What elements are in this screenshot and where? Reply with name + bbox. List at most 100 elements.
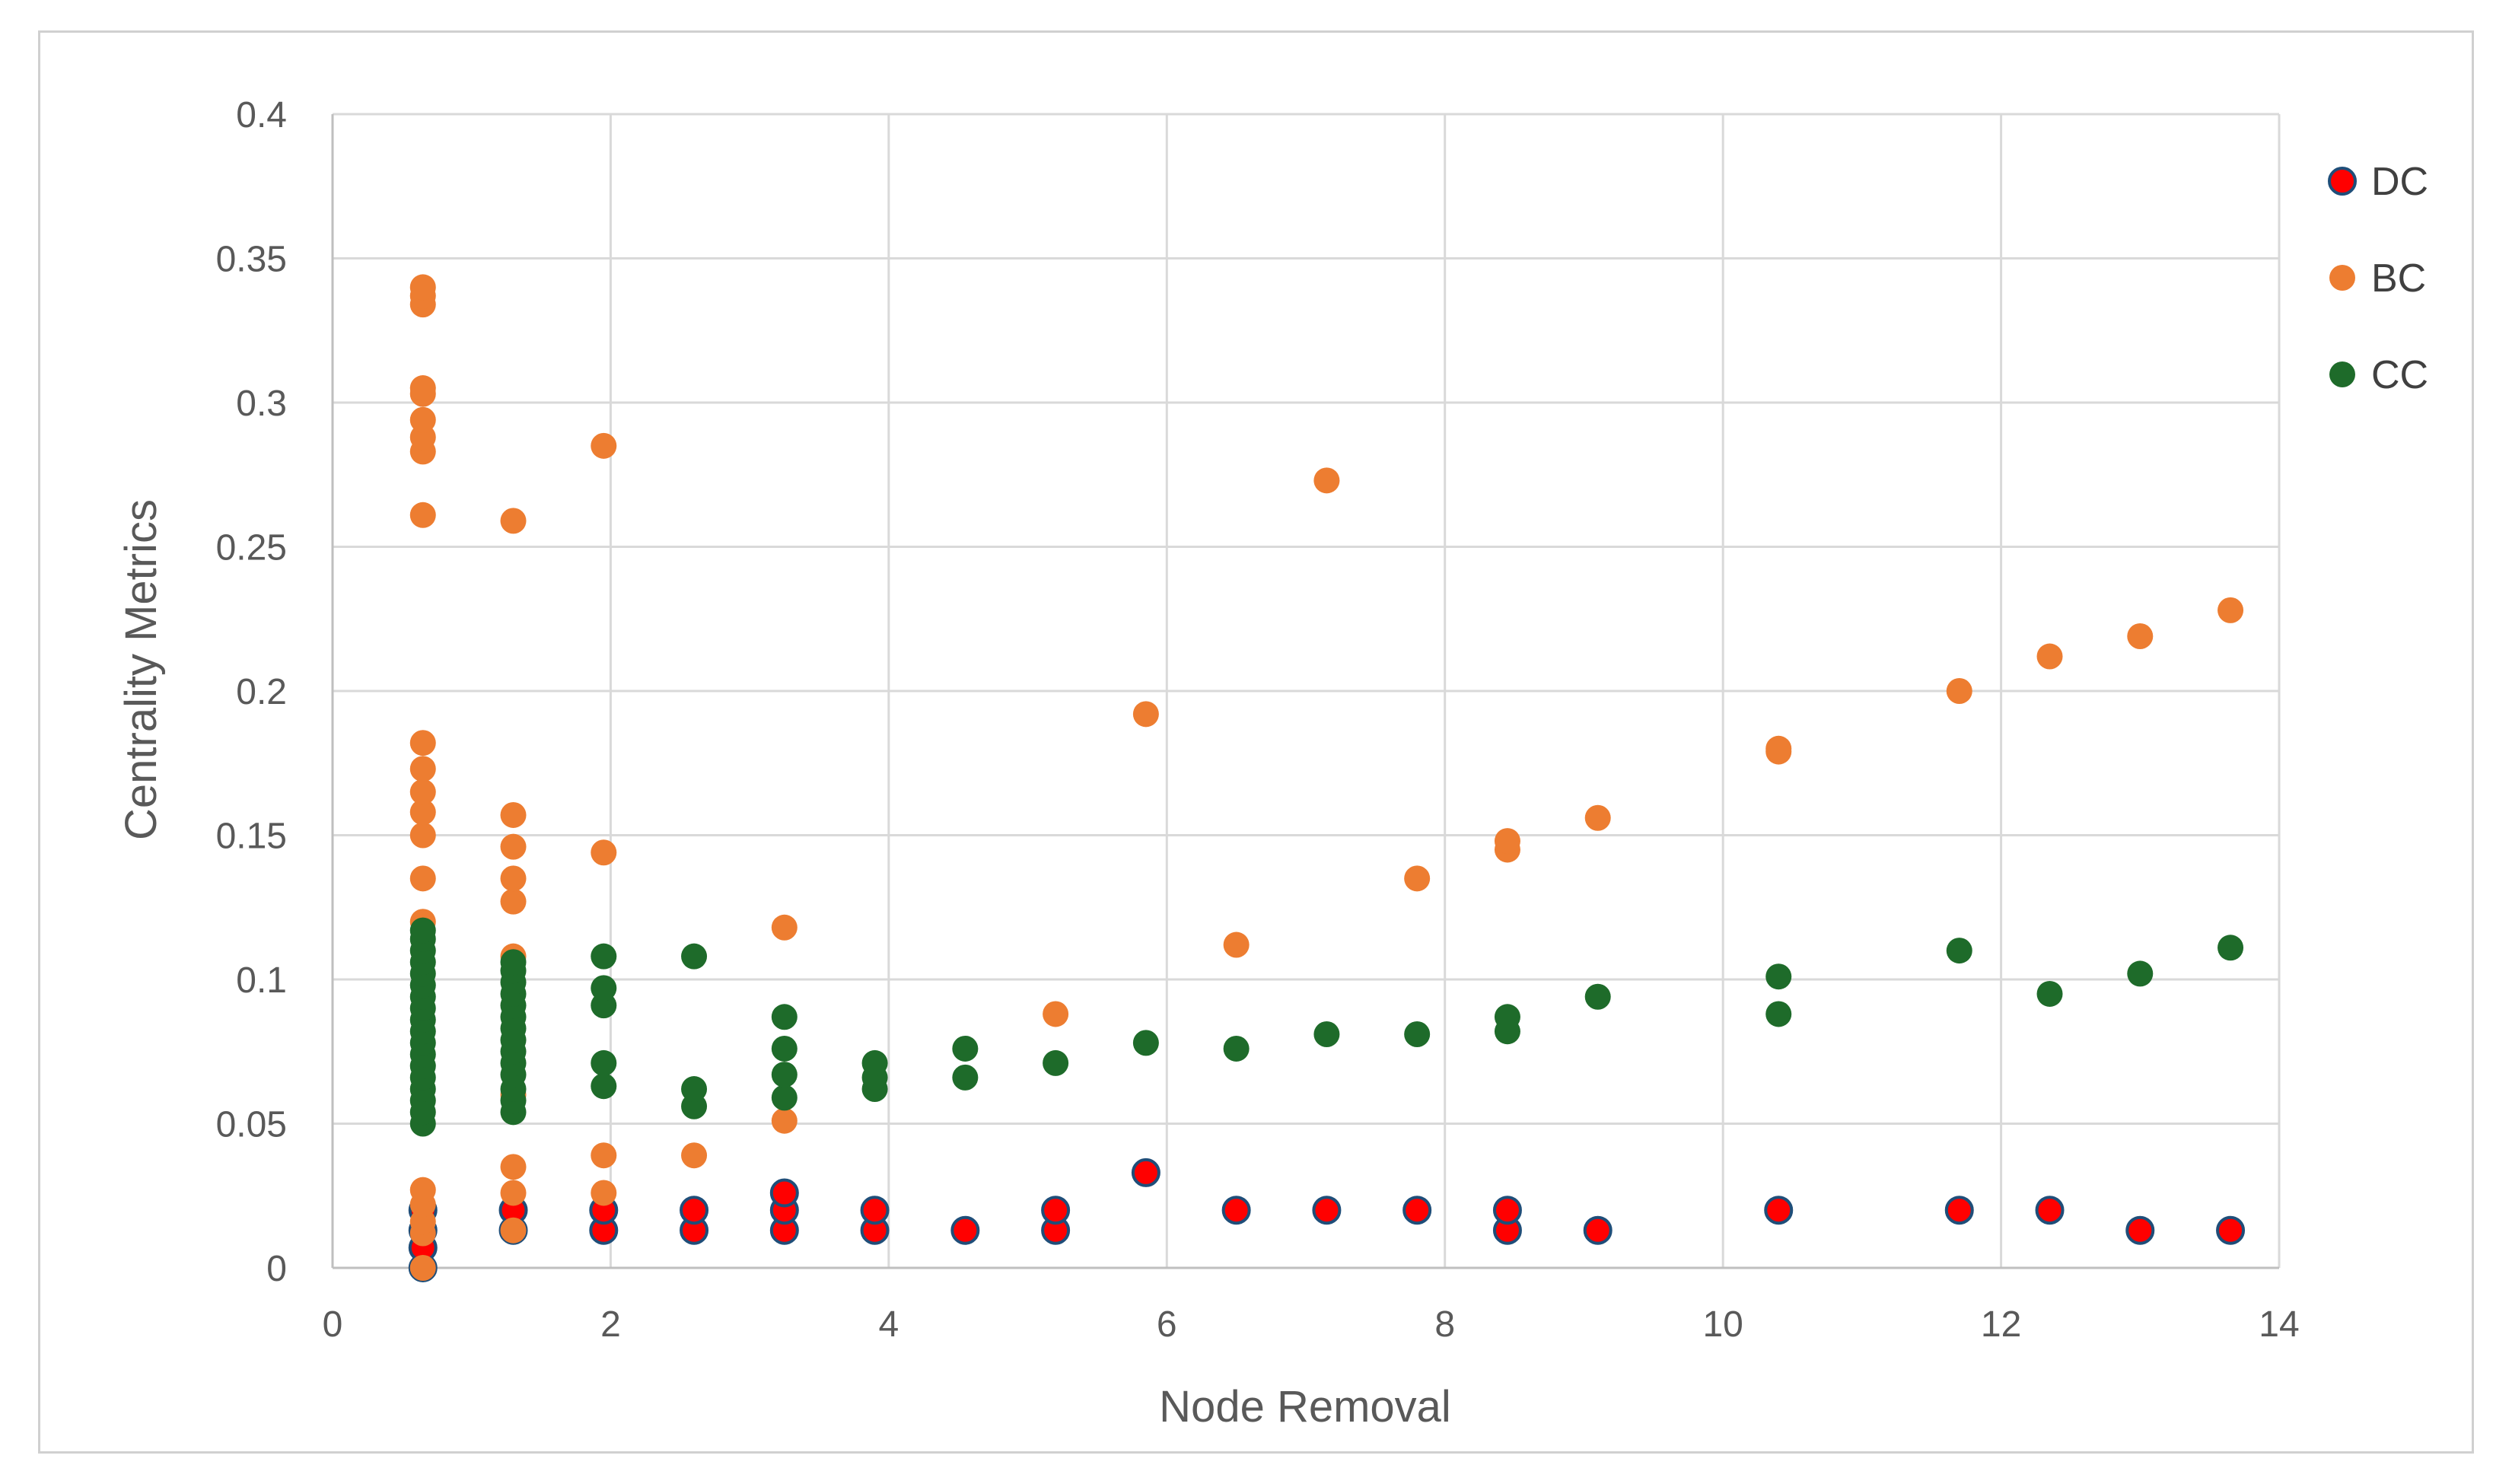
y-tick-label: 0.25 <box>216 528 287 568</box>
data-point-cc <box>591 943 617 970</box>
data-point-dc <box>680 1196 709 1225</box>
y-tick-label: 0.2 <box>236 672 287 712</box>
data-point-cc <box>952 1064 979 1091</box>
data-point-bc <box>1043 1001 1069 1027</box>
x-tick-label: 4 <box>879 1304 899 1345</box>
data-point-cc <box>1223 1035 1250 1062</box>
y-tick-label: 0 <box>266 1249 287 1289</box>
data-point-bc <box>409 274 436 301</box>
data-point-bc <box>500 888 527 915</box>
data-point-cc <box>1132 1030 1159 1056</box>
data-point-bc <box>1132 701 1159 728</box>
data-point-bc <box>500 833 527 860</box>
data-point-bc <box>500 1217 527 1244</box>
data-point-cc <box>952 1035 979 1062</box>
data-point-dc <box>1131 1158 1160 1187</box>
data-point-dc <box>860 1196 890 1225</box>
data-point-bc <box>591 1180 617 1206</box>
legend-label-cc: CC <box>2371 353 2428 397</box>
data-point-dc <box>1944 1196 1974 1225</box>
legend-marker-dc <box>2328 167 2357 196</box>
data-point-bc <box>771 914 798 941</box>
data-point-bc <box>1765 735 1792 762</box>
data-point-bc <box>1313 467 1340 494</box>
data-point-cc <box>1043 1049 1069 1076</box>
data-point-bc <box>2127 623 2154 649</box>
data-point-cc <box>1313 1021 1340 1048</box>
data-point-cc <box>2036 980 2063 1007</box>
data-point-cc <box>681 943 708 970</box>
x-tick-label: 0 <box>323 1304 343 1345</box>
x-tick-label: 2 <box>600 1304 621 1345</box>
y-axis-title: Centrality Metrics <box>116 499 166 840</box>
data-point-cc <box>771 1084 798 1111</box>
data-point-dc <box>1583 1215 1613 1245</box>
data-point-cc <box>500 949 527 976</box>
legend-marker-cc <box>2329 361 2355 387</box>
data-point-cc <box>1584 983 1611 1010</box>
data-point-cc <box>861 1049 888 1076</box>
axes <box>331 114 2279 1269</box>
data-point-bc <box>409 1177 436 1203</box>
y-tick-label: 0.3 <box>236 384 287 424</box>
data-point-bc <box>409 865 436 892</box>
data-point-dc <box>1764 1196 1794 1225</box>
data-point-bc <box>500 1180 527 1206</box>
legend-marker-bc <box>2329 265 2355 291</box>
data-point-dc <box>769 1178 799 1208</box>
data-point-dc <box>950 1215 980 1245</box>
data-point-cc <box>591 975 617 1002</box>
data-point-bc <box>409 406 436 433</box>
y-tick-label: 0.35 <box>216 240 287 280</box>
data-point-bc <box>1584 804 1611 831</box>
data-point-bc <box>1494 828 1520 855</box>
data-point-bc <box>500 865 527 892</box>
data-point-bc <box>409 822 436 849</box>
data-point-dc <box>2125 1215 2155 1245</box>
series-cc <box>409 917 2244 1137</box>
data-point-cc <box>1765 1001 1792 1027</box>
x-axis-title: Node Removal <box>1159 1382 1451 1431</box>
data-point-bc <box>591 1142 617 1169</box>
data-point-bc <box>409 730 436 756</box>
data-point-bc <box>500 801 527 828</box>
data-point-cc <box>771 1004 798 1030</box>
data-point-bc <box>681 1142 708 1169</box>
x-tick-label: 10 <box>1702 1304 1743 1345</box>
data-point-bc <box>591 432 617 459</box>
y-tick-label: 0.15 <box>216 817 287 857</box>
data-point-cc <box>2218 935 2244 961</box>
data-point-cc <box>1404 1021 1431 1048</box>
data-point-bc <box>409 375 436 402</box>
series-dc <box>408 1158 2246 1282</box>
data-point-bc <box>500 508 527 534</box>
data-point-cc <box>591 1049 617 1076</box>
data-point-dc <box>1221 1196 1251 1225</box>
data-point-cc <box>771 1035 798 1062</box>
x-tick-label: 12 <box>1981 1304 2021 1345</box>
gridlines <box>333 113 2281 1268</box>
data-point-bc <box>2036 643 2063 670</box>
data-point-bc <box>1946 678 1972 704</box>
data-points <box>408 274 2246 1282</box>
y-tick-label: 0.4 <box>236 95 287 135</box>
data-point-bc <box>591 839 617 866</box>
data-point-dc <box>2035 1196 2065 1225</box>
data-point-bc <box>1223 931 1250 958</box>
data-point-dc <box>1041 1196 1071 1225</box>
data-point-bc <box>409 1255 436 1281</box>
data-point-cc <box>1765 963 1792 990</box>
tick-labels: 0 0.05 0.1 0.15 0.2 0.25 0.3 0.35 0.4 0 2 4 6 8 10 12 14 <box>216 95 2300 1345</box>
data-point-bc <box>409 756 436 782</box>
x-tick-label: 14 <box>2259 1304 2299 1345</box>
y-tick-label: 0.05 <box>216 1105 287 1145</box>
data-point-dc <box>1402 1196 1432 1225</box>
legend-label-dc: DC <box>2371 160 2428 204</box>
data-point-bc <box>409 502 436 528</box>
x-tick-label: 6 <box>1157 1304 1177 1345</box>
legend-label-bc: BC <box>2371 256 2426 301</box>
data-point-dc <box>1312 1196 1342 1225</box>
data-point-bc <box>1404 865 1431 892</box>
legend: DC BC CC <box>2328 160 2428 397</box>
